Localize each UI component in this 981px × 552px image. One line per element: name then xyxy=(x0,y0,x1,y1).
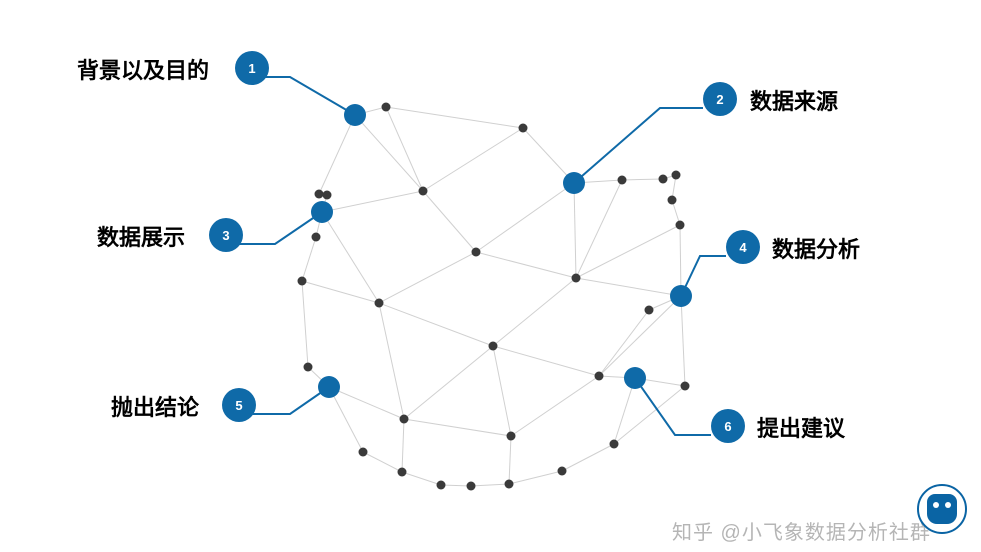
network-dot xyxy=(315,190,324,199)
callout-badge-3: 3 xyxy=(209,218,243,252)
network-edge xyxy=(576,225,680,278)
network-edge xyxy=(493,346,511,436)
network-edge xyxy=(355,115,423,191)
network-edge xyxy=(576,180,622,278)
network-dot xyxy=(505,480,514,489)
network-edge xyxy=(363,452,402,472)
network-anchor xyxy=(344,104,366,126)
callout-badge-4: 4 xyxy=(726,230,760,264)
network-edge xyxy=(599,310,649,376)
network-dot xyxy=(359,448,368,457)
network-edge xyxy=(379,252,476,303)
network-dot xyxy=(419,187,428,196)
callout-connector-1 xyxy=(252,77,355,115)
network-dot xyxy=(645,306,654,315)
network-dot xyxy=(312,233,321,242)
network-anchor xyxy=(624,367,646,389)
network-dot xyxy=(595,372,604,381)
network-anchor xyxy=(563,172,585,194)
callout-connector-6 xyxy=(635,378,711,435)
network-edge xyxy=(493,278,576,346)
network-dot xyxy=(618,176,627,185)
network-edge xyxy=(574,183,576,278)
network-edge xyxy=(404,419,511,436)
network-edge xyxy=(509,471,562,484)
network-dot xyxy=(672,171,681,180)
network-edge xyxy=(423,191,476,252)
network-dot xyxy=(382,103,391,112)
network-dot xyxy=(489,342,498,351)
callout-badge-1: 1 xyxy=(235,51,269,85)
network-edge xyxy=(509,436,511,484)
network-dot xyxy=(298,277,307,286)
brand-logo-icon xyxy=(927,494,957,524)
network-edge xyxy=(322,191,423,212)
network-edge xyxy=(404,346,493,419)
network-dot xyxy=(668,196,677,205)
network-edge xyxy=(329,387,363,452)
network-dot xyxy=(323,191,332,200)
network-edge xyxy=(622,179,663,180)
network-edge xyxy=(302,281,308,367)
network-edge xyxy=(319,115,355,194)
network-edge xyxy=(599,296,681,376)
network-edge xyxy=(441,485,471,486)
network-edge xyxy=(423,128,523,191)
network-dot xyxy=(437,481,446,490)
callout-label-6: 提出建议 xyxy=(757,411,845,443)
callout-label-1: 背景以及目的 xyxy=(77,53,209,85)
network-dot xyxy=(472,248,481,257)
network-edge xyxy=(562,444,614,471)
network-dot xyxy=(375,299,384,308)
network-edge xyxy=(681,296,685,386)
network-edge xyxy=(476,183,574,252)
callout-connector-2 xyxy=(574,108,703,183)
network-edge xyxy=(329,387,404,419)
network-edge xyxy=(386,107,423,191)
network-edge xyxy=(511,376,599,436)
network-edge xyxy=(402,419,404,472)
network-anchor xyxy=(318,376,340,398)
network-dot xyxy=(400,415,409,424)
network-edge xyxy=(523,128,574,183)
network-dot xyxy=(659,175,668,184)
callout-badge-2: 2 xyxy=(703,82,737,116)
network-edge xyxy=(379,303,493,346)
network-dot xyxy=(507,432,516,441)
brand-logo xyxy=(917,484,967,534)
network-edge xyxy=(379,303,404,419)
network-dot xyxy=(572,274,581,283)
network-edge xyxy=(576,278,681,296)
callout-label-4: 数据分析 xyxy=(772,232,860,264)
network-dot xyxy=(558,467,567,476)
network-edge xyxy=(476,252,576,278)
network-edge xyxy=(471,484,509,486)
network-edge xyxy=(402,472,441,485)
network-edge xyxy=(386,107,523,128)
callout-badge-5: 5 xyxy=(222,388,256,422)
callout-label-2: 数据来源 xyxy=(750,84,838,116)
network-dot xyxy=(467,482,476,491)
network-anchor xyxy=(311,201,333,223)
network-dot xyxy=(676,221,685,230)
network-dot xyxy=(610,440,619,449)
callout-label-5: 抛出结论 xyxy=(111,390,199,422)
network-dot xyxy=(398,468,407,477)
network-dot xyxy=(304,363,313,372)
network-dot xyxy=(681,382,690,391)
network-edge xyxy=(302,237,316,281)
network-dot xyxy=(519,124,528,133)
network-anchor xyxy=(670,285,692,307)
callout-label-3: 数据展示 xyxy=(97,220,185,252)
callout-badge-6: 6 xyxy=(711,409,745,443)
network-edge xyxy=(493,346,599,376)
